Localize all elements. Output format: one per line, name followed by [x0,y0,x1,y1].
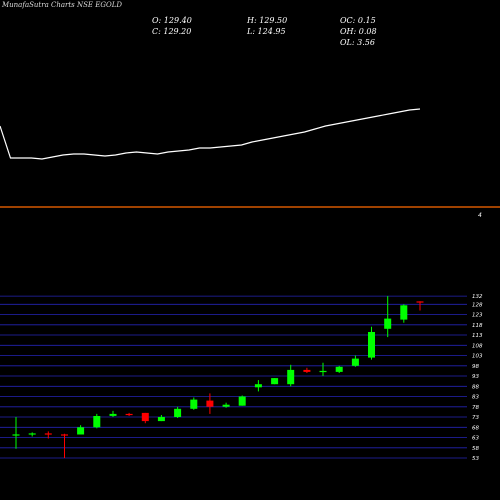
candle-body [287,369,295,385]
candle-body [400,305,408,320]
candle-body [109,413,117,416]
y-tick-label: 98 [472,364,479,370]
candle-body [77,427,85,435]
candle-body [141,412,149,422]
oh-value: OH: 0.08 [340,27,377,36]
candle-body [28,433,36,435]
y-tick-label: 118 [472,323,483,329]
y-tick-label: 78 [472,405,479,411]
candle-body [44,433,52,435]
y-tick-label: 93 [472,374,479,380]
candle-body [335,366,343,372]
indicator-label: 4 [478,212,482,219]
candle-body [157,417,165,422]
y-tick-label: 68 [472,425,479,431]
y-tick-label: 88 [472,384,479,390]
ol-value: OL: 3.56 [340,38,375,47]
y-tick-label: 128 [472,302,483,308]
candle-body [416,301,424,303]
price-line [0,108,421,160]
candle-body [206,400,214,407]
candle-body [93,416,101,428]
candle-body [222,404,230,407]
candle-body [303,369,311,372]
chart-title: MunafaSutra Charts NSE EGOLD [2,1,122,9]
y-tick-label: 123 [472,313,483,319]
candle-body [190,399,198,409]
y-tick-label: 73 [472,415,479,421]
candle-body [384,318,392,329]
candle-body [319,370,327,373]
candle-body [254,384,262,388]
y-tick-label: 83 [472,395,479,401]
high-value: H: 129.50 [247,16,288,25]
y-tick-label: 58 [472,446,479,452]
candle-body [238,396,246,406]
candle-body [368,332,375,358]
y-tick-label: 103 [472,354,483,360]
oc-value: OC: 0.15 [340,16,376,25]
candle-body [174,408,182,417]
candle-body [271,378,279,385]
y-tick-label: 132 [472,294,483,300]
candle-body [125,413,133,416]
y-tick-label: 113 [472,333,483,339]
open-value: O: 129.40 [152,16,192,25]
candle-body [351,358,359,366]
y-tick-label: 53 [472,456,479,462]
y-tick-label: 63 [472,436,479,442]
low-value: L: 124.95 [247,27,286,36]
candle-body [12,434,20,436]
y-tick-label: 108 [472,343,483,349]
candle-body [61,434,68,436]
close-value: C: 129.20 [152,27,192,36]
